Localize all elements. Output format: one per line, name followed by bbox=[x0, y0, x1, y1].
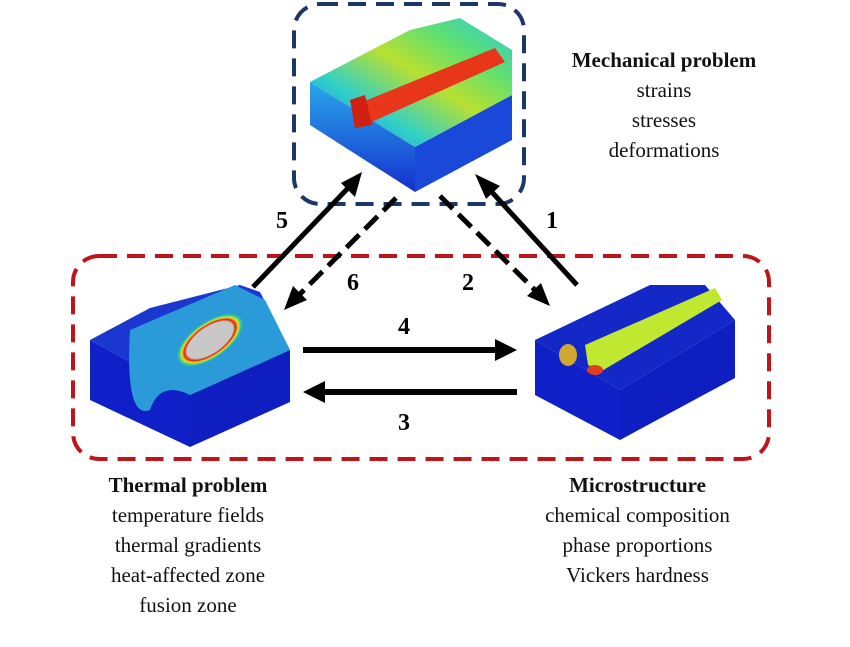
arrow-2 bbox=[438, 194, 550, 306]
thermal-label: Thermal problem temperature fields therm… bbox=[68, 470, 308, 620]
thermal-item: thermal gradients bbox=[114, 533, 262, 557]
arrow-2-label: 2 bbox=[462, 270, 474, 296]
microstructure-item: Vickers hardness bbox=[566, 563, 709, 587]
microstructure-item: chemical composition bbox=[545, 503, 730, 527]
mechanical-item: strains bbox=[636, 78, 692, 102]
microstructure-label: Microstructure chemical composition phas… bbox=[510, 470, 765, 590]
thermal-microstructure-dashed-box bbox=[71, 254, 771, 461]
arrow-5-label: 5 bbox=[276, 208, 288, 234]
microstructure-item: phase proportions bbox=[562, 533, 713, 557]
mechanical-item: deformations bbox=[608, 138, 720, 162]
microstructure-fem-block-image bbox=[535, 285, 735, 440]
mechanical-dashed-box bbox=[292, 2, 526, 206]
arrow-6 bbox=[284, 196, 398, 310]
mechanical-title: Mechanical problem bbox=[571, 48, 757, 72]
arrow-3 bbox=[303, 381, 517, 403]
arrow-6-label: 6 bbox=[347, 270, 359, 296]
arrow-5 bbox=[251, 172, 362, 289]
thermal-fem-block-image bbox=[90, 285, 290, 447]
thermal-item: heat-affected zone bbox=[110, 563, 266, 587]
thermal-item: temperature fields bbox=[111, 503, 265, 527]
thermal-title: Thermal problem bbox=[108, 473, 268, 497]
mechanical-item: stresses bbox=[631, 108, 697, 132]
arrow-4 bbox=[303, 339, 517, 361]
arrow-1-label: 1 bbox=[546, 208, 558, 234]
arrow-1 bbox=[475, 174, 579, 287]
thermal-item: fusion zone bbox=[139, 593, 237, 617]
mechanical-fem-block-image bbox=[310, 18, 512, 192]
microstructure-title: Microstructure bbox=[569, 473, 706, 497]
mechanical-label: Mechanical problem strains stresses defo… bbox=[535, 45, 793, 165]
arrow-3-label: 3 bbox=[398, 410, 410, 436]
arrow-4-label: 4 bbox=[398, 314, 410, 340]
